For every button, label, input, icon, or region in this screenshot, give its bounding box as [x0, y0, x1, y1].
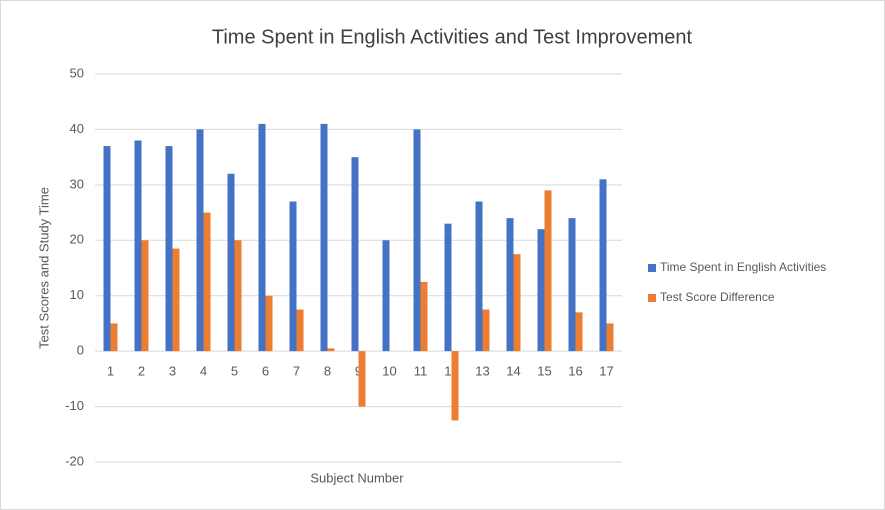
x-axis-title: Subject Number: [310, 470, 404, 485]
y-tick-label: 30: [70, 176, 84, 191]
bar: [351, 157, 359, 352]
y-tick-label: 20: [70, 232, 84, 247]
bar: [413, 129, 421, 352]
bar: [475, 201, 483, 352]
x-tick-label: 4: [200, 364, 207, 379]
bar: [327, 348, 335, 352]
bar: [296, 309, 304, 352]
bar: [203, 212, 211, 352]
bar: [482, 309, 490, 352]
x-tick-label: 10: [382, 364, 396, 379]
x-tick-label: 3: [169, 364, 176, 379]
y-tick-label: 10: [70, 287, 84, 302]
legend-label: Time Spent in English Activities: [660, 260, 826, 274]
bar: [575, 312, 583, 352]
chart-title: Time Spent in English Activities and Tes…: [212, 26, 693, 48]
y-tick-label: 0: [77, 343, 84, 358]
y-tick-label: 40: [70, 121, 84, 136]
bar: [568, 218, 576, 352]
x-tick-label: 6: [262, 364, 269, 379]
x-tick-label: 1: [107, 364, 114, 379]
bar: [451, 351, 459, 421]
bar: [382, 240, 390, 352]
bar: [420, 281, 428, 352]
x-tick-label: 14: [506, 364, 520, 379]
bar: [196, 129, 204, 352]
bar: [110, 323, 118, 352]
legend-label: Test Score Difference: [660, 290, 775, 304]
bar: [289, 201, 297, 352]
x-tick-label: 16: [568, 364, 582, 379]
bar: [606, 323, 614, 352]
bar: [544, 190, 552, 352]
y-tick-label: -10: [65, 398, 84, 413]
x-tick-label: 8: [324, 364, 331, 379]
bar: [258, 123, 266, 352]
bar: [513, 254, 521, 352]
x-tick-label: 7: [293, 364, 300, 379]
bar: [227, 173, 235, 352]
bar: [444, 223, 452, 352]
x-tick-label: 15: [537, 364, 551, 379]
x-tick-label: 17: [599, 364, 613, 379]
x-tick-label: 2: [138, 364, 145, 379]
x-tick-label: 5: [231, 364, 238, 379]
bar: [103, 146, 111, 352]
bar: [165, 146, 173, 352]
y-tick-label: -20: [65, 453, 84, 468]
bar: [358, 351, 366, 407]
bar: [537, 229, 545, 352]
y-axis-title: Test Scores and Study Time: [36, 187, 51, 349]
y-tick-label: 50: [70, 65, 84, 80]
bar: [599, 179, 607, 352]
x-tick-label: 11: [414, 364, 428, 379]
bar: [134, 140, 142, 352]
legend-swatch: [648, 264, 656, 272]
bar: [141, 240, 149, 352]
bar: [172, 248, 180, 352]
x-tick-label: 13: [475, 364, 489, 379]
bar: [265, 295, 273, 352]
bar: [320, 123, 328, 352]
legend-swatch: [648, 294, 656, 302]
bar: [234, 240, 242, 352]
bar: [506, 218, 514, 352]
